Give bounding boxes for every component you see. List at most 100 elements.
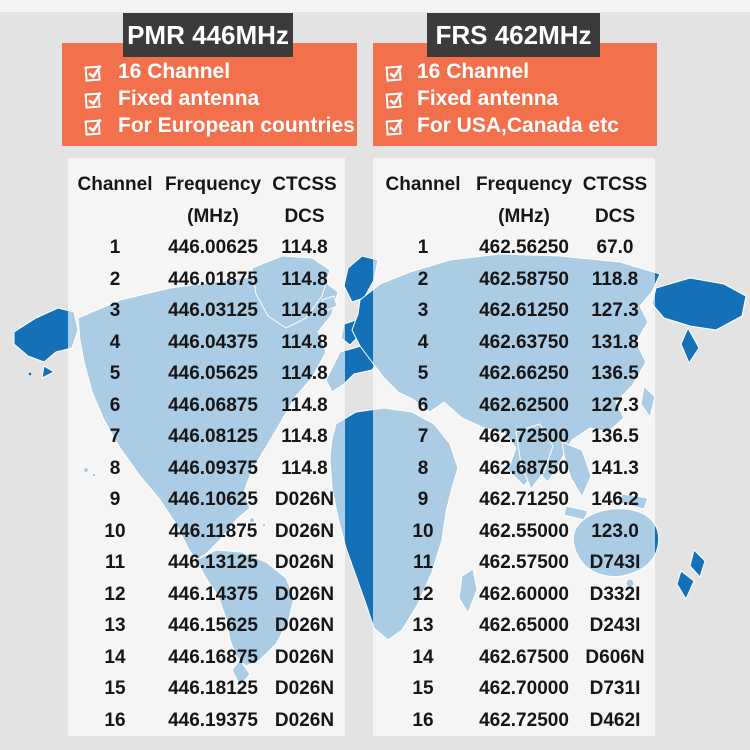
frequency-cell: 446.16875 (168, 646, 258, 668)
ctcss-dcs-cell: 114.8 (281, 363, 328, 385)
channel-number-cell: 3 (417, 300, 429, 322)
channel-number-cell: 8 (109, 457, 121, 479)
frequency-cell: 462.72500 (479, 709, 569, 731)
frequency-cell: 446.00625 (168, 237, 258, 259)
channel-number-cell: 6 (109, 394, 121, 416)
frequency-cell: 462.71250 (479, 489, 569, 511)
channel-number-cell: 2 (417, 268, 429, 290)
ctcss-dcs-cell: 114.8 (281, 268, 328, 290)
channel-number-cell: 14 (412, 646, 434, 668)
feature-label: Fixed antenna (118, 86, 260, 110)
feature-label: For USA,Canada etc (417, 113, 619, 137)
column-header-mhz-unit: (MHz) (187, 205, 239, 227)
frequency-cell: 462.65000 (479, 615, 569, 637)
frequency-cell: 446.08125 (168, 426, 258, 448)
spacer-cell (68, 201, 162, 233)
ctcss-dcs-cell: D243I (589, 615, 641, 637)
frequency-cell: 446.18125 (168, 678, 258, 700)
frequency-cell: 446.13125 (168, 552, 258, 574)
channel-number-cell: 12 (104, 583, 126, 605)
frequency-cell: 462.72500 (479, 426, 569, 448)
checkbox-checked-icon (84, 64, 103, 82)
feature-item: 16 Channel (385, 58, 657, 85)
ctcss-dcs-cell: 114.8 (281, 237, 328, 259)
channel-number-cell: 13 (104, 615, 126, 637)
column-header-channel: Channel (385, 174, 461, 196)
ctcss-dcs-cell: D743I (589, 552, 641, 574)
channel-number-cell: 16 (104, 709, 126, 731)
aleutian-islands-shape (41, 365, 55, 379)
frs-table-panel: Channel Frequency CTCSS (MHz) DCS 1 462.… (373, 158, 655, 736)
frequency-cell: 462.57500 (479, 552, 569, 574)
ctcss-dcs-cell: D606N (585, 646, 645, 668)
feature-item: 16 Channel (84, 58, 357, 85)
checkbox-checked-icon (385, 64, 404, 82)
frequency-cell: 446.19375 (168, 709, 258, 731)
feature-item: For European countries (84, 112, 357, 139)
ctcss-dcs-cell: D026N (274, 615, 335, 637)
new-zealand-south-shape (676, 570, 695, 600)
ctcss-dcs-cell: 114.8 (281, 394, 328, 416)
pmr-feature-box: 16 Channel Fixed antenna For European co… (62, 43, 357, 146)
column-header-ctcss: CTCSS (272, 174, 337, 196)
channel-number-cell: 15 (104, 678, 126, 700)
checkbox-checked-icon (385, 91, 404, 109)
ctcss-dcs-cell: D731I (589, 678, 641, 700)
frs-feature-box: 16 Channel Fixed antenna For USA,Canada … (373, 43, 657, 146)
column-header-ctcss: CTCSS (582, 174, 648, 196)
ctcss-dcs-cell: 131.8 (591, 331, 639, 353)
frequency-cell: 446.10625 (168, 489, 258, 511)
channel-number-cell: 8 (417, 457, 429, 479)
ctcss-dcs-cell: D026N (274, 709, 335, 731)
column-header-dcs-unit: DCS (594, 205, 636, 227)
frequency-cell: 446.06875 (168, 394, 258, 416)
ctcss-dcs-cell: 136.5 (591, 426, 639, 448)
column-header-channel: Channel (77, 174, 153, 196)
channel-number-cell: 14 (104, 646, 126, 668)
ctcss-dcs-cell: 141.3 (591, 457, 639, 479)
channel-number-cell: 13 (412, 615, 434, 637)
channel-number-cell: 4 (109, 331, 121, 353)
channel-number-cell: 9 (417, 489, 429, 511)
frequency-cell: 446.09375 (168, 457, 258, 479)
channel-number-cell: 10 (104, 520, 126, 542)
column-header-mhz-unit: (MHz) (498, 205, 550, 227)
pmr-channel-table: Channel Frequency CTCSS (MHz) DCS 1 446.… (68, 158, 345, 736)
ctcss-dcs-cell: 114.8 (281, 331, 328, 353)
column-header-frequency: Frequency (164, 174, 262, 196)
frequency-cell: 462.58750 (479, 268, 569, 290)
ctcss-dcs-cell: 136.5 (591, 363, 639, 385)
frequency-cell: 446.05625 (168, 363, 258, 385)
checkbox-checked-icon (385, 118, 404, 136)
pmr-band-badge: PMR 446MHz (123, 13, 293, 57)
spacer-cell (373, 201, 473, 233)
kamchatka-shape (680, 327, 700, 364)
ctcss-dcs-cell: D462I (589, 709, 641, 731)
frs-channel-table: Channel Frequency CTCSS (MHz) DCS 1 462.… (373, 158, 655, 736)
island-dot (27, 371, 33, 377)
ctcss-dcs-cell: D026N (274, 520, 335, 542)
channel-number-cell: 4 (417, 331, 429, 353)
channel-number-cell: 1 (109, 237, 121, 259)
pmr-table-panel: Channel Frequency CTCSS (MHz) DCS 1 446.… (68, 158, 345, 736)
ctcss-dcs-cell: 123.0 (591, 520, 639, 542)
frequency-cell: 446.15625 (168, 615, 258, 637)
frequency-cell: 462.63750 (479, 331, 569, 353)
ctcss-dcs-cell: D026N (274, 489, 335, 511)
frequency-cell: 462.67500 (479, 646, 569, 668)
column-header-frequency: Frequency (475, 174, 573, 196)
scandinavia-shape (343, 255, 379, 303)
ctcss-dcs-cell: D026N (274, 583, 335, 605)
channel-number-cell: 10 (412, 520, 434, 542)
channel-number-cell: 12 (412, 583, 434, 605)
checkbox-checked-icon (84, 118, 103, 136)
channel-number-cell: 2 (109, 268, 121, 290)
northeast-russia-shape (651, 277, 747, 331)
frs-band-badge: FRS 462MHz (427, 13, 600, 57)
feature-item: Fixed antenna (84, 85, 357, 112)
checkbox-checked-icon (84, 91, 103, 109)
ctcss-dcs-cell: 114.8 (281, 457, 328, 479)
feature-item: Fixed antenna (385, 85, 657, 112)
ctcss-dcs-cell: 67.0 (596, 237, 634, 259)
ctcss-dcs-cell: D026N (274, 552, 335, 574)
